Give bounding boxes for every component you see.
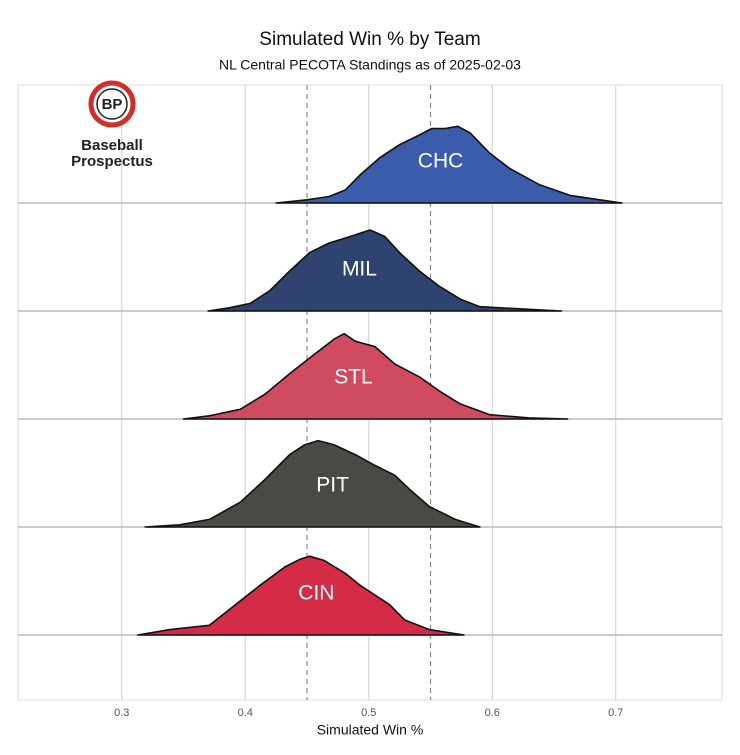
series-label: CIN (298, 582, 334, 605)
density (137, 555, 465, 636)
logo: BP Baseball Prospectus (71, 80, 153, 170)
x-tick-label: 0.6 (485, 707, 500, 719)
density (144, 439, 481, 528)
x-axis-label: Simulated Win % (317, 722, 424, 738)
density (182, 332, 569, 420)
series-label: PIT (316, 474, 349, 497)
logo-ring (88, 80, 136, 128)
chart-title: Simulated Win % by Team (259, 29, 480, 50)
logo-mark: BP (102, 96, 123, 113)
x-tick-label: 0.3 (114, 707, 129, 719)
series-label: MIL (342, 258, 377, 281)
logo-text: Baseball (81, 137, 143, 154)
chart-subtitle: NL Central PECOTA Standings as of 2025-0… (219, 57, 521, 73)
logo-inner (96, 88, 128, 120)
series-label: CHC (418, 150, 464, 173)
series-label: STL (334, 366, 373, 389)
plot-area: 0.3 0.4 0.5 0.6 0.7 CHC MIL STL PIT CIN (17, 84, 723, 719)
x-tick-label: 0.7 (608, 707, 623, 719)
density (207, 229, 563, 312)
x-tick-label: 0.4 (238, 707, 253, 719)
logo-text: Prospectus (71, 153, 153, 170)
x-tick-label: 0.5 (361, 707, 376, 719)
density (275, 125, 623, 204)
